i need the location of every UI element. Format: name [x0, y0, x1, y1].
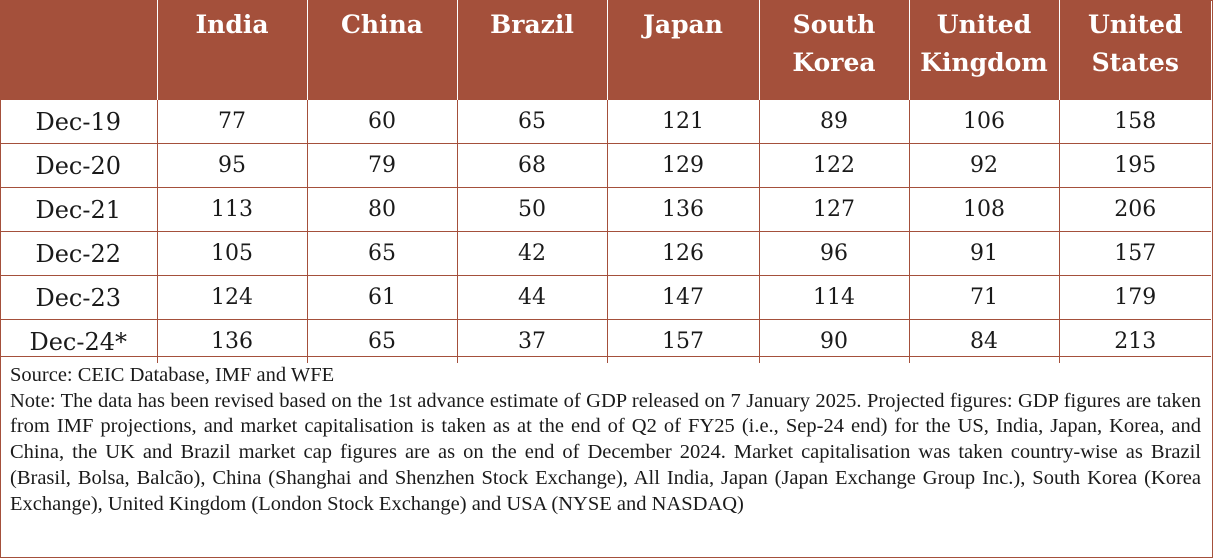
table-row: Dec-22 105 65 42 126 96 91 157	[0, 231, 1211, 276]
column-header-text: Korea	[792, 48, 876, 77]
table-cell: 124	[156, 275, 307, 320]
table-cell: 65	[306, 319, 457, 363]
table-cell: 77	[156, 100, 307, 144]
table-cell: 206	[1058, 187, 1211, 232]
row-label: Dec-23	[0, 275, 157, 320]
column-header-text: United	[1088, 10, 1183, 39]
table-cell: 126	[606, 231, 759, 276]
table-cell: 44	[456, 275, 607, 320]
table-cell: 65	[306, 231, 457, 276]
table-row: Dec-23 124 61 44 147 114 71 179	[0, 275, 1211, 320]
column-header: India	[156, 0, 307, 100]
row-label: Dec-19	[35, 107, 122, 136]
table-cell: 91	[908, 231, 1059, 276]
table-cell: 136	[606, 187, 759, 232]
table-cell: 42	[456, 231, 607, 276]
table-body: Dec-19 77 60 65 121 89 106 158 Dec-20 95 79 68 129 12…	[0, 100, 1211, 363]
table-cell: 84	[908, 319, 1059, 363]
table-cell: 71	[908, 275, 1059, 320]
table-cell: 121	[606, 100, 759, 144]
source-note: Source: CEIC Database, IMF and WFE	[10, 364, 335, 386]
column-header-text: Kingdom	[920, 48, 1048, 77]
table-cell: 157	[1058, 231, 1211, 276]
table-cell: 65	[456, 100, 607, 144]
table-cell: 79	[306, 143, 457, 188]
table-cell: 129	[606, 143, 759, 188]
table-cell: 195	[1058, 143, 1211, 188]
column-header: Brazil	[456, 0, 607, 100]
table-cell: 96	[758, 231, 909, 276]
table-row: Dec-19 77 60 65 121 89 106 158	[0, 100, 1211, 144]
table-cell: 61	[306, 275, 457, 320]
table-cell: 127	[758, 187, 909, 232]
table-row: Dec-24* 136 65 37 157 90 84 213	[0, 319, 1211, 363]
column-header-text: Brazil	[490, 10, 574, 39]
table-cell: 50	[456, 187, 607, 232]
table-cell: 158	[1058, 100, 1211, 144]
table-cell: 80	[306, 187, 457, 232]
table-cell: 136	[156, 319, 307, 363]
column-header: United Kingdom	[908, 0, 1059, 100]
table-row: Dec-20 95 79 68 129 122 92 195	[0, 143, 1211, 188]
column-header: China	[306, 0, 457, 100]
table-cell: 113	[156, 187, 307, 232]
table-cell: 95	[156, 143, 307, 188]
column-header-text: States	[1091, 48, 1179, 77]
market-cap-gdp-table: India China Brazil Japan South Korea Unit…	[0, 0, 1211, 363]
table-cell: 147	[606, 275, 759, 320]
table-cell: 89	[758, 100, 909, 144]
row-label: Dec-22	[0, 231, 157, 276]
column-header: United States	[1058, 0, 1211, 100]
table-cell: 114	[758, 275, 909, 320]
table-cell: 106	[908, 100, 1059, 144]
methodology-note: Note: The data has been revised based on…	[10, 389, 1201, 515]
row-label: Dec-24*	[0, 319, 157, 363]
column-header-text: United	[936, 10, 1032, 39]
table-cell: 68	[456, 143, 607, 188]
column-header: South Korea	[758, 0, 909, 100]
table-cell: 92	[908, 143, 1059, 188]
table-cell: 90	[758, 319, 909, 363]
table-cell: 179	[1058, 275, 1211, 320]
column-header-text: Japan	[643, 10, 723, 39]
table-cell: 122	[758, 143, 909, 188]
column-header: Japan	[606, 0, 759, 100]
row-label: Dec-21	[0, 187, 157, 232]
table-cell: 105	[156, 231, 307, 276]
table-row: Dec-21 113 80 50 136 127 108 206	[0, 187, 1211, 232]
table-cell: 60	[306, 100, 457, 144]
table-cell: 108	[908, 187, 1059, 232]
column-header-text: South	[792, 10, 876, 39]
row-label: Dec-20	[0, 143, 157, 188]
column-header-text: India	[195, 10, 269, 39]
table-cell: 157	[606, 319, 759, 363]
table-cell: 37	[456, 319, 607, 363]
table-cell: 213	[1058, 319, 1211, 363]
column-header-text: China	[341, 10, 423, 39]
notes-block: Source: CEIC Database, IMF and WFE Note:…	[0, 356, 1211, 517]
header-row: India China Brazil Japan South Korea Unit…	[0, 0, 1211, 100]
header-corner-cell	[0, 0, 157, 100]
